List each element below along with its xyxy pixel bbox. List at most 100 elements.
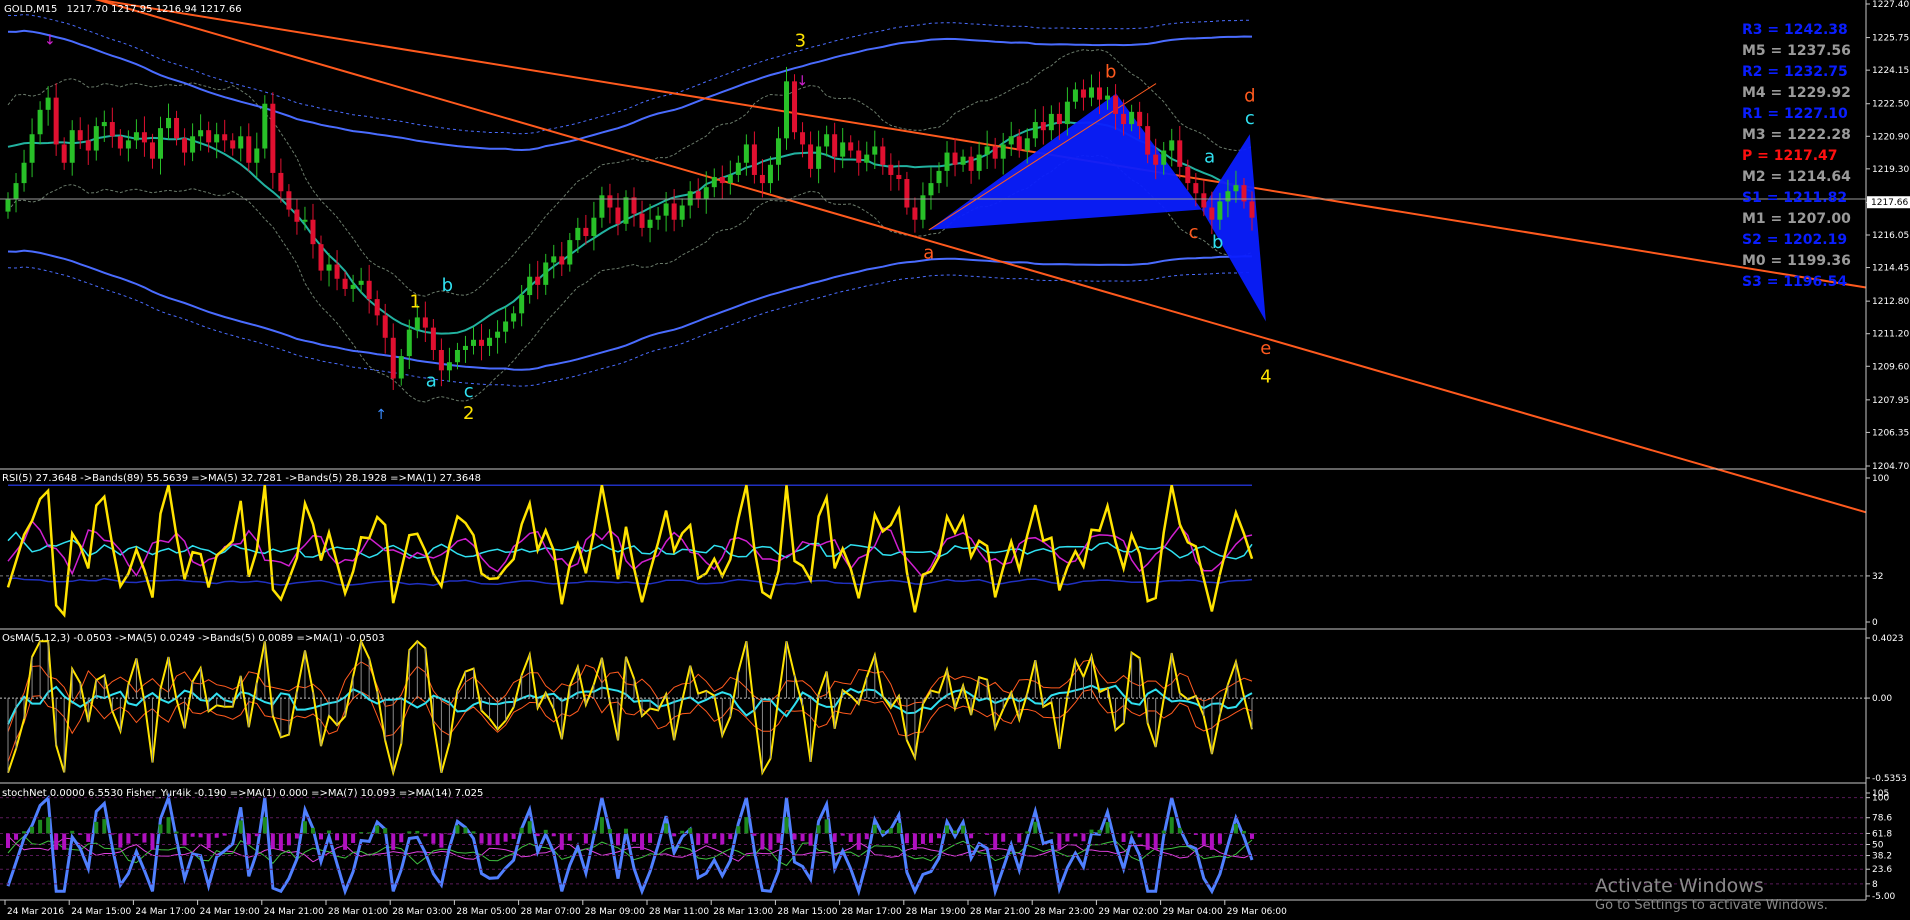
price-tick-label: 1225.75 bbox=[1872, 34, 1909, 44]
candle-body bbox=[294, 209, 300, 222]
candle-body bbox=[1040, 122, 1046, 131]
candle-body bbox=[888, 164, 894, 175]
up-arrow-icon: ↑ bbox=[375, 407, 387, 423]
rsi-panel[interactable]: RSI(5) 27.3648 ->Bands(89) 55.5639 =>MA(… bbox=[0, 473, 1889, 628]
candle-body bbox=[1056, 113, 1062, 125]
pivot-label: P = 1217.47 bbox=[1742, 148, 1838, 164]
candle-body bbox=[1032, 122, 1038, 139]
price-tick-label: 1224.15 bbox=[1872, 66, 1909, 76]
time-label: 24 Mar 2016 bbox=[7, 907, 64, 917]
candle-body bbox=[527, 276, 533, 296]
stoch-title: stochNet 0.0000 6.5530 Fisher_Yur4ik -0.… bbox=[2, 788, 483, 799]
time-label: 24 Mar 17:00 bbox=[135, 907, 195, 917]
candle-body bbox=[1105, 95, 1111, 100]
osma-band-upper bbox=[7, 659, 1253, 733]
candle-body bbox=[446, 362, 452, 371]
candle-body bbox=[639, 213, 645, 228]
candle-body bbox=[230, 140, 236, 149]
candle-body bbox=[647, 219, 653, 228]
current-price-label: 1217.66 bbox=[1871, 198, 1908, 208]
price-tick-label: 1214.45 bbox=[1872, 264, 1909, 274]
price-tick-label: 1209.60 bbox=[1872, 362, 1909, 372]
candle-body bbox=[374, 299, 380, 316]
candle-body bbox=[751, 144, 757, 175]
down-arrow-icon: ↓ bbox=[796, 73, 808, 89]
candle-body bbox=[503, 321, 509, 332]
stoch-panel[interactable]: stochNet 0.0000 6.5530 Fisher_Yur4ik -0.… bbox=[0, 788, 1896, 902]
candle-body bbox=[334, 264, 340, 279]
candle-body bbox=[816, 146, 822, 169]
candle-body bbox=[535, 276, 541, 285]
wave-label: 4 bbox=[1260, 367, 1271, 388]
candle-body bbox=[519, 295, 525, 314]
candle-body bbox=[856, 150, 862, 163]
candle-body bbox=[157, 128, 163, 159]
candle-body bbox=[382, 315, 388, 338]
candle-body bbox=[551, 256, 557, 263]
candle-body bbox=[1080, 89, 1086, 98]
price-tick-label: 1212.80 bbox=[1872, 297, 1909, 307]
candle-body bbox=[511, 313, 517, 322]
time-axis[interactable]: 24 Mar 2016 24 Mar 15:00 24 Mar 17:00 24 Ma… bbox=[4, 900, 1287, 917]
candle-body bbox=[1241, 185, 1247, 202]
panel-tick-label: 0 bbox=[1872, 618, 1878, 628]
panel-tick-label: 50 bbox=[1872, 841, 1884, 851]
candle-body bbox=[366, 280, 372, 300]
candle-body bbox=[735, 162, 741, 175]
candle-body bbox=[711, 176, 717, 188]
price-axis[interactable]: 1227.40 1225.75 1224.15 1222.50 1220.90 1219.… bbox=[1865, 0, 1910, 900]
panel-tick-label: 105 bbox=[1872, 789, 1889, 799]
candle-body bbox=[1064, 101, 1070, 125]
candle-body bbox=[93, 126, 99, 151]
time-label: 28 Mar 13:00 bbox=[713, 907, 773, 917]
candle-body bbox=[767, 164, 773, 184]
candle-body bbox=[1153, 154, 1159, 165]
osma-ma-line bbox=[7, 684, 1253, 725]
candle-body bbox=[808, 144, 814, 169]
wave-label: c bbox=[1189, 222, 1199, 243]
candle-body bbox=[1121, 113, 1127, 125]
candle-body bbox=[663, 203, 669, 216]
candle-body bbox=[575, 227, 581, 241]
down-arrow-icon: ↓ bbox=[44, 33, 56, 49]
candle-body bbox=[262, 103, 268, 149]
candle-body bbox=[1249, 201, 1255, 218]
candle-body bbox=[559, 256, 565, 265]
pattern-edge bbox=[928, 83, 1157, 231]
osma-band-lower bbox=[7, 689, 1253, 762]
wave-label: c bbox=[464, 381, 474, 402]
wave-label: b bbox=[1105, 61, 1116, 82]
price-tick-label: 1211.20 bbox=[1872, 330, 1909, 340]
panel-tick-label: -5.00 bbox=[1872, 892, 1896, 902]
pivot-label: R2 = 1232.75 bbox=[1742, 64, 1848, 80]
candle-body bbox=[1217, 201, 1223, 220]
candle-body bbox=[101, 122, 107, 127]
panel-tick-label: 0.4023 bbox=[1872, 634, 1904, 644]
candle-body bbox=[5, 199, 11, 212]
candle-body bbox=[567, 240, 573, 265]
wave-label: d bbox=[1244, 86, 1255, 107]
panel-tick-label: 78.6 bbox=[1872, 814, 1892, 824]
wave-label: a bbox=[1204, 147, 1215, 168]
candle-body bbox=[29, 134, 35, 163]
price-panel-bg bbox=[0, 0, 1866, 468]
price-tick-label: 1227.40 bbox=[1872, 0, 1909, 10]
candle-body bbox=[928, 183, 934, 196]
time-label: 28 Mar 19:00 bbox=[906, 907, 966, 917]
band-outer-upper bbox=[7, 29, 1253, 152]
candle-body bbox=[1161, 150, 1167, 165]
osma-panel[interactable]: OsMA(5,12,3) -0.0503 ->MA(5) 0.0249 ->Ba… bbox=[0, 633, 1907, 784]
panel-tick-label: 8 bbox=[1872, 880, 1878, 890]
candle-body bbox=[1048, 113, 1054, 131]
candle-body bbox=[438, 349, 444, 371]
candle-body bbox=[904, 179, 910, 208]
candle-body bbox=[671, 203, 677, 220]
candle-body bbox=[824, 134, 830, 147]
band-upper-inner bbox=[7, 48, 1253, 297]
time-label: 28 Mar 09:00 bbox=[585, 907, 645, 917]
candle-body bbox=[198, 130, 204, 137]
candle-body bbox=[607, 195, 613, 208]
candle-body bbox=[1225, 191, 1231, 202]
